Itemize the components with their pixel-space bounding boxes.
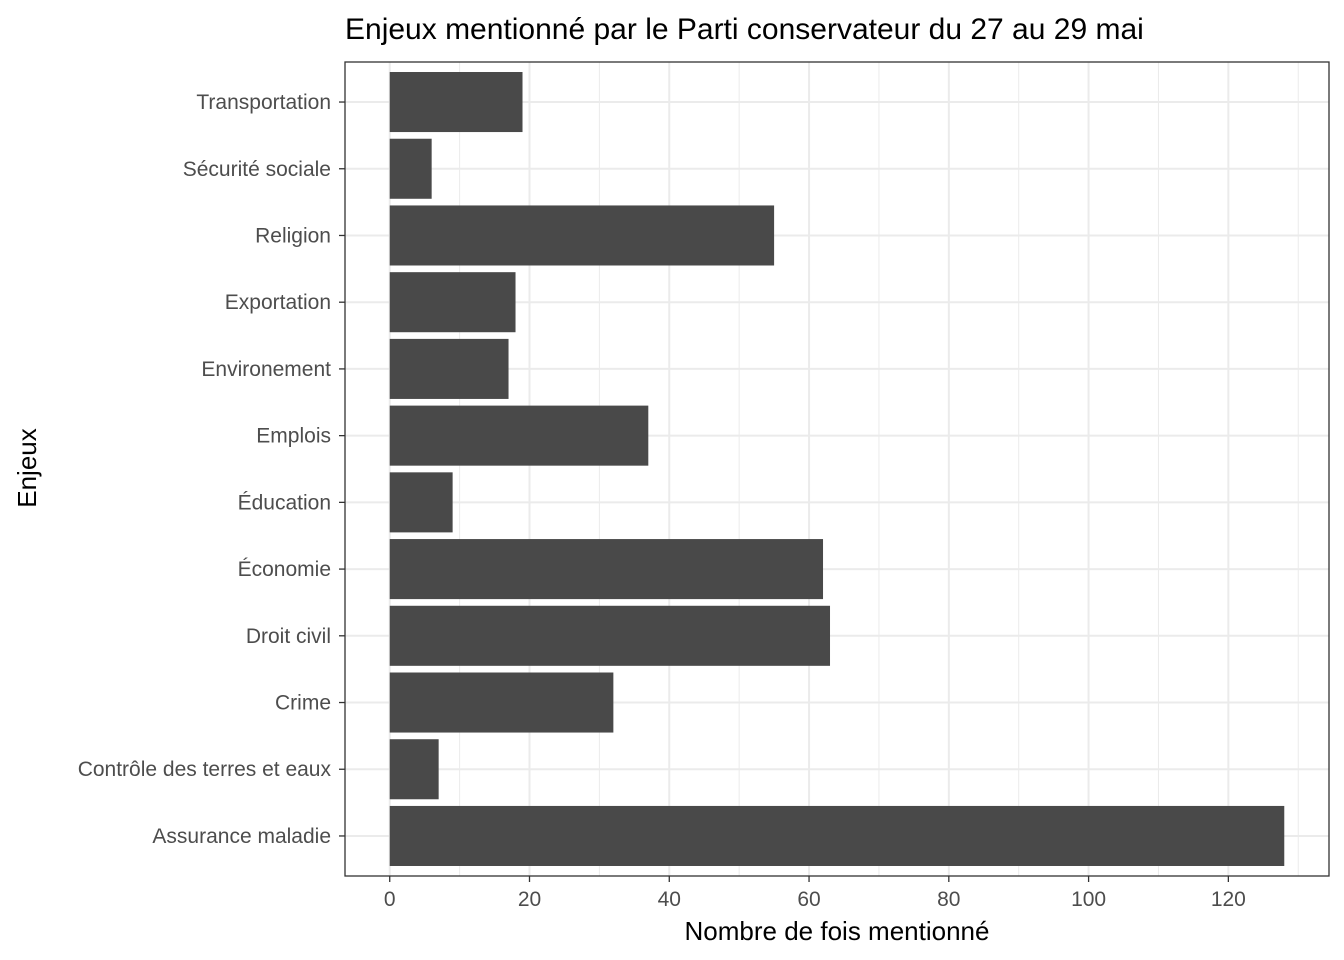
y-tick-label: Sécurité sociale	[183, 158, 331, 181]
bar	[389, 472, 453, 533]
y-tick-label: Emplois	[256, 425, 331, 448]
bar	[389, 805, 1285, 866]
y-tick-label: Crime	[275, 692, 331, 715]
x-axis-title: Nombre de fois mentionné	[685, 916, 990, 946]
x-tick-label: 20	[518, 888, 541, 911]
y-tick-label: Environement	[201, 358, 331, 381]
y-tick-label: Religion	[255, 224, 331, 247]
chart-title: Enjeux mentionné par le Parti conservate…	[345, 13, 1144, 46]
bar	[389, 672, 614, 733]
x-tick-label: 40	[658, 888, 681, 911]
x-tick-label: 100	[1071, 888, 1106, 911]
bar	[389, 739, 439, 800]
y-tick-label: Exportation	[225, 291, 331, 314]
y-axis-title: Enjeux	[12, 428, 42, 508]
bar	[389, 272, 516, 333]
bar	[389, 605, 831, 666]
bar	[389, 138, 432, 199]
y-tick-label: Transportation	[196, 91, 331, 114]
bar	[389, 338, 509, 399]
x-tick-label: 60	[797, 888, 820, 911]
bar	[389, 405, 649, 466]
bar	[389, 205, 775, 266]
y-tick-label: Contrôle des terres et eaux	[78, 758, 332, 781]
panel-border	[344, 61, 1330, 877]
x-tick-label: 80	[937, 888, 960, 911]
y-tick-label: Éducation	[238, 491, 331, 514]
y-tick-label: Droit civil	[246, 625, 331, 648]
y-tick-label: Assurance maladie	[152, 825, 331, 848]
y-tick-label: Économie	[238, 558, 331, 581]
x-tick-label: 120	[1211, 888, 1246, 911]
plot-panel: 0 20 40 60 80 100 120 Assurance maladie Contrôle…	[78, 61, 1330, 911]
bar	[389, 539, 824, 600]
x-tick-label: 0	[384, 888, 396, 911]
bar	[389, 72, 523, 133]
